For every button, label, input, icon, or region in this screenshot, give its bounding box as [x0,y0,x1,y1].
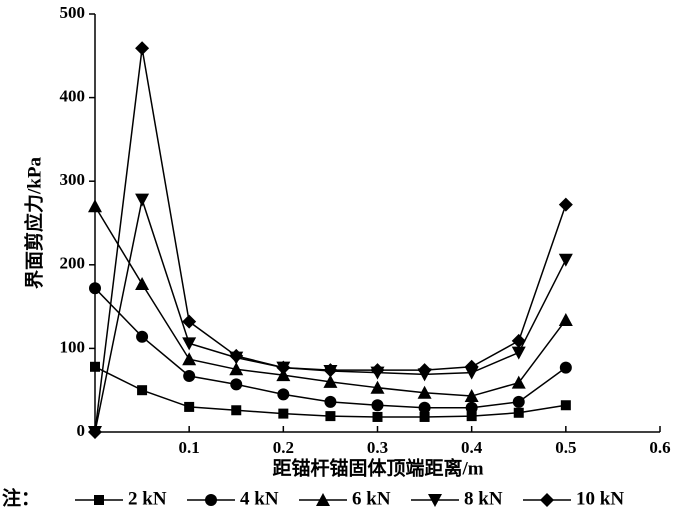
legend-label: 2 kN [128,488,167,509]
marker [88,425,102,439]
marker [417,385,432,399]
marker [135,193,150,207]
marker [428,494,442,507]
marker [94,495,104,505]
x-tick-label: 0.2 [273,438,294,457]
legend-title: 注： [2,486,40,509]
marker [558,197,573,212]
marker [230,378,243,391]
marker [182,352,197,366]
marker [316,493,330,506]
x-axis-label: 距锚杆锚固体顶端距离/m [272,456,483,479]
legend-label: 4 kN [240,488,279,509]
x-tick-label: 0.5 [555,438,576,457]
marker [418,401,431,414]
y-axis-label: 界面剪应力/kPa [22,157,45,289]
marker [278,408,289,419]
legend-label: 8 kN [464,488,503,509]
x-tick-label: 0.6 [649,438,670,457]
marker [371,399,384,412]
marker [323,374,338,388]
marker [182,337,197,351]
marker [90,361,100,372]
marker [276,360,291,375]
marker [511,375,526,389]
marker [560,400,571,411]
marker [89,282,101,295]
marker [277,388,290,401]
marker [231,405,242,416]
marker [558,312,573,326]
marker [323,363,338,378]
marker [511,346,526,360]
marker [370,363,385,378]
marker [419,411,430,422]
marker [276,368,291,382]
y-tick-label: 400 [60,87,86,106]
marker [137,385,148,396]
x-tick-label: 0.1 [179,438,200,457]
marker [229,348,244,363]
marker [511,333,526,348]
marker [512,395,525,408]
y-tick-label: 200 [60,254,86,273]
y-tick-label: 0 [77,421,86,440]
marker [465,401,478,414]
marker [325,411,336,422]
marker [183,369,196,382]
marker [88,199,102,213]
legend-label: 10 kN [576,488,624,509]
marker [464,359,479,374]
marker [324,395,337,408]
marker [205,494,217,506]
y-tick-label: 300 [60,170,86,189]
y-tick-label: 500 [60,3,86,22]
marker [513,407,524,418]
y-tick-label: 100 [60,337,86,356]
marker [370,380,385,394]
marker [135,277,150,291]
marker [136,330,149,343]
marker [372,411,383,422]
marker [229,362,244,376]
marker [417,363,432,378]
marker [184,401,195,412]
marker [466,411,477,422]
legend-label: 6 kN [352,488,391,509]
marker [182,314,197,329]
marker [540,493,554,507]
x-tick-label: 0.3 [367,438,388,457]
marker [135,41,150,56]
x-tick-label: 0.4 [461,438,483,457]
marker [559,361,572,374]
marker [558,253,573,267]
marker [464,389,479,403]
